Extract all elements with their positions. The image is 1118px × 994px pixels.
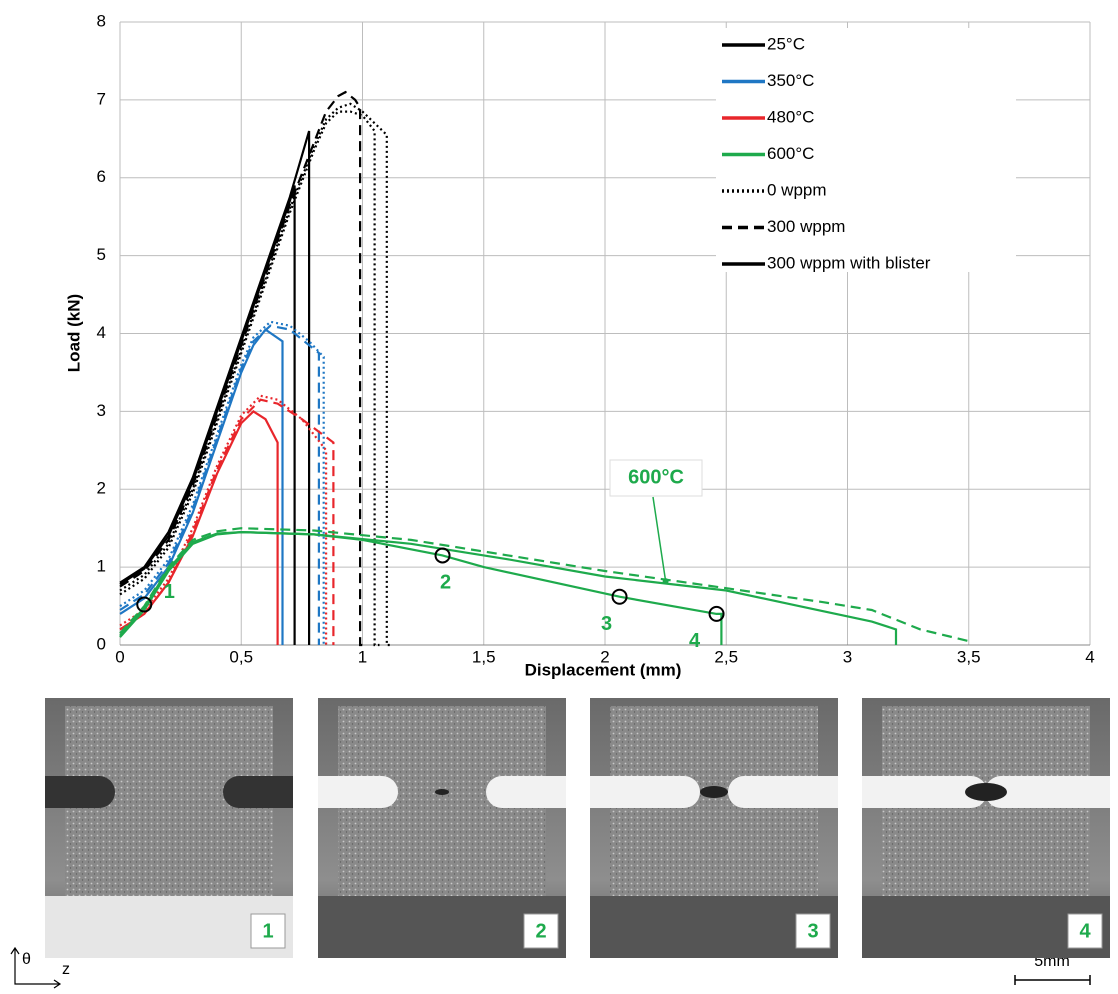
annotation-text: 600°C: [628, 466, 684, 488]
photo-label-box: [1067, 913, 1103, 949]
theta-label: θ: [22, 951, 31, 968]
annotation-dot: [662, 578, 669, 585]
y-tick-label: 1: [97, 557, 106, 576]
x-tick-label: 1: [358, 647, 367, 666]
point-marker: [708, 605, 725, 622]
legend-label: 0 wppm: [767, 180, 827, 199]
photo-panel: 2: [318, 698, 566, 958]
series-line: [119, 90, 368, 647]
y-tick-label: 4: [97, 323, 106, 342]
legend-label: 350°C: [767, 71, 814, 90]
photo-panel: 4: [862, 698, 1110, 958]
x-tick-label: 2,5: [714, 647, 738, 666]
photo-notch: [318, 776, 398, 808]
scale-bar: [1014, 975, 1091, 985]
legend-label: 300 wppm: [767, 217, 845, 236]
x-tick-label: 0,5: [229, 647, 253, 666]
legend-label: 600°C: [767, 144, 814, 163]
photo-label: 3: [807, 920, 818, 942]
photo-panel: 3: [590, 698, 838, 958]
y-tick-label: 6: [97, 167, 106, 186]
series-line: [119, 530, 898, 645]
series-line: [119, 324, 320, 645]
series-line: [119, 394, 328, 645]
y-tick-label: 3: [97, 401, 106, 420]
series-line: [119, 527, 970, 645]
photo-panel: 1: [45, 698, 293, 958]
y-axis-title: Load (kN): [64, 294, 83, 372]
y-tick-label: 5: [97, 245, 106, 264]
point-marker: [434, 547, 451, 564]
annotation-box: [609, 459, 703, 497]
photo-notch: [728, 776, 838, 808]
photo-label-box: [523, 913, 559, 949]
point-label: 4: [689, 630, 701, 652]
photo-notch: [985, 776, 1110, 808]
photo-label: 1: [262, 920, 273, 942]
series-line: [119, 398, 335, 645]
photo-notch: [486, 776, 566, 808]
x-tick-label: 4: [1085, 647, 1094, 666]
x-tick-label: 1,5: [472, 647, 496, 666]
point-label: 1: [164, 581, 175, 603]
series-line: [119, 328, 284, 645]
annotation-arrow: [652, 496, 667, 582]
legend-box: [716, 28, 1016, 272]
series-line: [119, 102, 392, 647]
photo-crack: [435, 789, 449, 795]
point-marker: [136, 596, 153, 613]
series-line: [119, 110, 380, 647]
photo-label-box: [795, 913, 831, 949]
x-axis-title: Displacement (mm): [525, 660, 682, 679]
photo-crack: [700, 786, 728, 798]
y-tick-label: 8: [97, 11, 106, 30]
series-line: [119, 410, 279, 645]
photo-notch: [862, 776, 987, 808]
z-label: z: [62, 961, 70, 978]
x-tick-label: 3,5: [957, 647, 981, 666]
x-tick-label: 3: [843, 647, 852, 666]
photo-notch: [223, 776, 293, 808]
legend-label: 480°C: [767, 107, 814, 126]
photo-label: 2: [535, 920, 546, 942]
series-line: [119, 320, 325, 645]
series-line: [119, 530, 723, 645]
point-label: 2: [440, 572, 451, 594]
legend-label: 25°C: [767, 34, 805, 53]
x-tick-label: 2: [600, 647, 609, 666]
y-tick-label: 2: [97, 479, 106, 498]
point-label: 3: [601, 613, 612, 635]
series-line: [119, 130, 311, 645]
y-tick-label: 0: [97, 634, 106, 653]
photo-notch: [590, 776, 700, 808]
series-line: [119, 185, 296, 645]
orientation-arrows: [10, 946, 62, 989]
x-tick-label: 0: [115, 647, 124, 666]
legend-label: 300 wppm with blister: [767, 253, 931, 272]
photo-label-box: [250, 913, 286, 949]
point-marker: [611, 588, 628, 605]
photo-crack: [965, 783, 1007, 801]
y-tick-label: 7: [97, 89, 106, 108]
photo-notch: [45, 776, 115, 808]
photo-label: 4: [1079, 920, 1091, 942]
